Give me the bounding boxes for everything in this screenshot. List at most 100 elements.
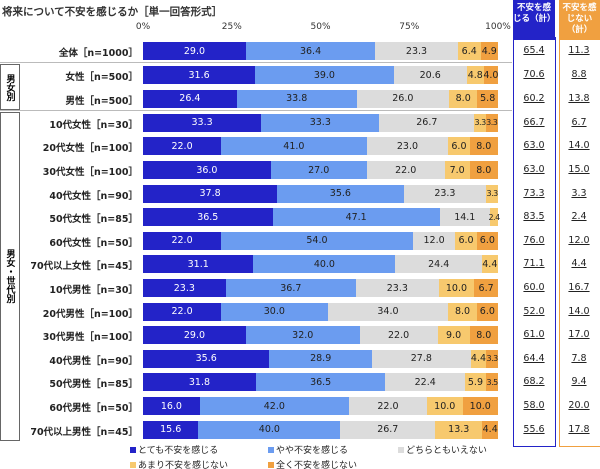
row-label: 全体［n=1000］ (58, 48, 138, 59)
bar-segment: 8.0 (448, 302, 477, 321)
data-label: 22.0 (171, 306, 193, 318)
data-label: 22.0 (377, 400, 399, 412)
data-label: 16.0 (160, 400, 182, 412)
section-divider (0, 62, 512, 64)
bar-segment: 6.0 (476, 231, 498, 250)
bar-segment: 23.3 (143, 279, 226, 297)
x-tick-label: 25% (221, 22, 242, 32)
legend-label: やや不安を感じる (276, 446, 349, 456)
data-label: 33.3 (191, 117, 213, 129)
data-label: 28.9 (310, 353, 332, 365)
data-label: 26.7 (416, 117, 438, 129)
anxious-total: 68.2 (523, 376, 545, 388)
section-label: 男女別 (0, 64, 20, 111)
anxious-total: 63.0 (523, 164, 545, 175)
legend-item: あまり不安を感じない (130, 458, 228, 469)
data-label: 23.0 (396, 140, 419, 152)
not-anxious-total-column-border (559, 37, 600, 447)
anxious-total: 63.0 (523, 140, 545, 152)
bar-segment: 22.0 (143, 302, 222, 321)
data-label: 3.3 (486, 189, 499, 199)
data-label: 26.7 (377, 424, 399, 436)
anxious-total: 58.0 (523, 400, 545, 411)
legend-label: どちらともいえない (406, 446, 487, 456)
legend-label: とても不安を感じる (138, 446, 219, 456)
data-label: 12.0 (423, 235, 445, 247)
data-label: 36.5 (197, 211, 219, 223)
bar-segment: 12.0 (412, 231, 456, 250)
anxious-total: 64.4 (523, 352, 545, 364)
data-label: 22.0 (171, 140, 193, 152)
bar-segment: 33.8 (236, 89, 357, 108)
row-label: 50代男性［n=85］ (49, 379, 138, 391)
data-label: 35.6 (329, 188, 351, 200)
not-anxious-total: 11.3 (568, 45, 590, 56)
bar-segment: 35.6 (277, 184, 404, 203)
bar-segment: 22.0 (359, 326, 438, 345)
bar-segment: 10.0 (462, 397, 498, 415)
bar-segment: 8.0 (469, 161, 498, 179)
data-label: 8.0 (455, 93, 471, 105)
not-anxious-total: 20.0 (568, 400, 590, 411)
bar-segment: 40.0 (253, 255, 396, 274)
bar-segment: 30.0 (221, 302, 328, 321)
data-label: 10.0 (445, 282, 468, 294)
bar-segment: 22.0 (143, 231, 222, 250)
data-label: 37.8 (199, 188, 221, 200)
data-label: 8.0 (476, 140, 492, 152)
bar-segment: 23.0 (366, 137, 449, 156)
data-label: 39.0 (313, 69, 335, 81)
data-label: 24.4 (428, 258, 450, 270)
bar-segment: 36.4 (245, 42, 376, 60)
bar-segment: 22.0 (366, 161, 445, 179)
bar-segment: 6.0 (476, 302, 498, 321)
data-label: 36.0 (196, 164, 218, 176)
chart-title: 将来について不安を感じるか［単一回答形式］ (2, 6, 223, 18)
row-label: 40代女性［n=90］ (49, 190, 138, 202)
data-label: 32.0 (292, 329, 314, 341)
bar-segment: 32.0 (245, 326, 360, 345)
data-label: 27.8 (410, 353, 432, 365)
bar-segment: 23.3 (356, 279, 439, 297)
data-label: 9.0 (446, 329, 462, 341)
bar-segment: 34.0 (327, 302, 449, 321)
anxious-total: 73.3 (523, 187, 545, 199)
not-anxious-total: 17.0 (568, 329, 590, 341)
bar-segment: 4.4 (482, 255, 498, 274)
bar-segment: 22.0 (143, 137, 222, 156)
bar-segment: 8.0 (469, 326, 498, 345)
bar-segment: 26.7 (379, 113, 475, 132)
data-label: 30.0 (263, 306, 285, 318)
data-label: 23.3 (434, 188, 456, 200)
bar-segment: 33.3 (261, 113, 380, 132)
data-label: 10.0 (469, 400, 491, 412)
row-label: 20代男性［n=100］ (42, 308, 138, 320)
legend-item: やや不安を感じる (268, 443, 348, 456)
anxious-total-header: 不安を感じる（計） (513, 0, 556, 40)
bar-segment: 10.0 (438, 279, 475, 297)
bar-segment: 20.6 (393, 66, 467, 85)
legend-item: とても不安を感じる (130, 443, 218, 456)
not-anxious-total: 15.0 (568, 164, 590, 175)
not-anxious-total: 16.7 (568, 282, 590, 293)
bar-segment: 8.0 (469, 137, 498, 156)
anxious-total: 65.4 (523, 45, 545, 56)
legend-swatch (130, 447, 136, 453)
anxious-total: 70.6 (523, 69, 545, 81)
data-label: 15.6 (160, 424, 182, 436)
legend-swatch (268, 462, 274, 468)
anxious-total-column-border (513, 37, 556, 447)
legend-swatch (398, 447, 404, 453)
data-label: 8.0 (476, 329, 492, 341)
anxious-total: 52.0 (523, 305, 545, 317)
bar-segment: 16.0 (143, 397, 200, 415)
bar-segment: 6.4 (457, 42, 481, 60)
bar-segment: 37.8 (143, 184, 278, 203)
data-label: 4.4 (470, 353, 487, 365)
row-label: 10代女性［n=30］ (49, 119, 138, 131)
data-label: 36.5 (310, 376, 332, 388)
legend-item: どちらともいえない (398, 443, 487, 456)
data-label: 34.0 (377, 306, 399, 318)
bar-segment: 23.3 (403, 184, 487, 203)
bar-segment: 26.4 (143, 89, 237, 108)
